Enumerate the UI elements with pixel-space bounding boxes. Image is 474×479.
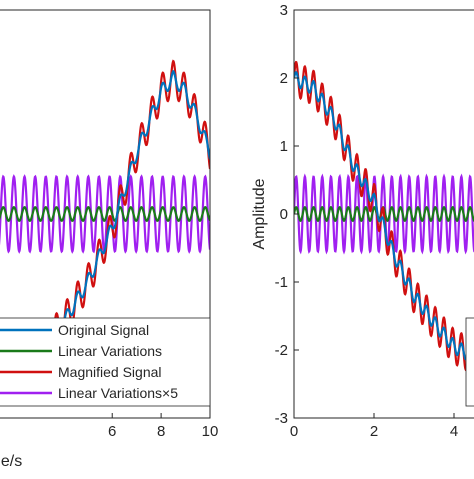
legend-label-magnified: Magnified Signal [58,364,162,380]
right-series-group [294,60,474,375]
right-y-ticks: 3 2 1 0 -1 -2 -3 [275,2,299,427]
left-x-axis-label: ne/s [0,453,22,470]
legend-label-linear: Linear Variations [58,343,162,359]
right-y-tick-label: 1 [280,138,288,155]
left-x-tick-label: 10 [202,423,219,440]
legend-box [0,317,211,407]
left-x-tick-label: 6 [108,423,116,440]
right-series-linear-variations [294,205,474,223]
legend-entry-magnified: Magnified Signal [0,364,162,380]
legend-entry-linear-x5: Linear Variations×5 [0,385,178,401]
left-axes-frame [0,9,211,419]
right-y-tick-label: -1 [275,274,288,291]
right-x-tick-label: 4 [450,423,458,440]
right-chart-panel: 0 2 4 3 2 1 0 -1 -2 -3 Amplitude [251,2,474,440]
right-series-original-signal [294,71,474,365]
right-y-axis-label: Amplitude [251,178,268,249]
left-x-tick-label: 8 [157,423,165,440]
right-x-tick-label: 2 [370,423,378,440]
right-y-tick-label: 0 [280,206,288,223]
left-x-ticks: 6 8 10 [108,413,218,440]
right-legend-stub [465,317,474,407]
left-series-linear-variations [0,206,210,222]
legend-label-linear-x5: Linear Variations×5 [58,385,178,401]
right-y-tick-label: 2 [280,70,288,87]
right-y-tick-label: -2 [275,342,288,359]
left-series-linear-variations-5 [0,174,210,254]
right-y-tick-label: -3 [275,410,288,427]
right-y-tick-label: 3 [280,2,288,19]
right-x-ticks: 0 2 4 [290,413,458,440]
right-x-tick-label: 0 [290,423,298,440]
legend-entry-original: Original Signal [0,322,149,338]
legend-entry-linear: Linear Variations [0,343,162,359]
legend-label-original: Original Signal [58,322,149,338]
legend: Original Signal Linear Variations Magnif… [0,317,211,407]
